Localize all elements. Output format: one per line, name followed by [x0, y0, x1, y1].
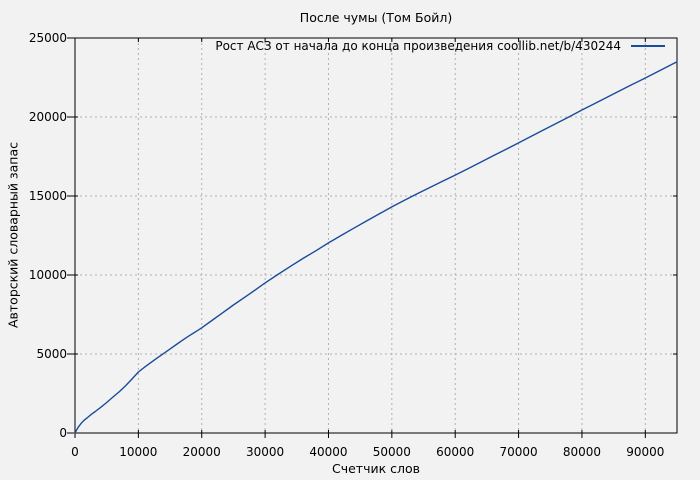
legend: Рост АСЗ от начала до конца произведения… [215, 39, 665, 53]
y-tick-label: 5000 [36, 347, 67, 361]
x-tick-label: 10000 [119, 445, 157, 459]
x-tick-label: 40000 [309, 445, 347, 459]
x-axis-label: Счетчик слов [332, 461, 420, 476]
y-axis-label: Авторский словарный запас [5, 141, 21, 329]
x-tick-label: 80000 [563, 445, 601, 459]
legend-line-sample [631, 45, 665, 47]
legend-label: Рост АСЗ от начала до конца произведения… [215, 39, 621, 53]
x-tick-label: 50000 [373, 445, 411, 459]
y-tick-label: 0 [59, 426, 67, 440]
y-tick-label: 25000 [29, 31, 67, 45]
plot-border [74, 37, 678, 434]
x-tick-label: 30000 [246, 445, 284, 459]
x-tick-label: 90000 [626, 445, 664, 459]
x-tick-label: 20000 [183, 445, 221, 459]
y-tick-label: 15000 [29, 189, 67, 203]
chart-title: После чумы (Том Бойл) [299, 10, 453, 25]
x-tick-label: 60000 [436, 445, 474, 459]
y-tick-label: 10000 [29, 268, 67, 282]
y-tick-label: 20000 [29, 110, 67, 124]
x-tick-label: 0 [71, 445, 79, 459]
x-tick-label: 70000 [499, 445, 537, 459]
data-curve [74, 61, 678, 434]
